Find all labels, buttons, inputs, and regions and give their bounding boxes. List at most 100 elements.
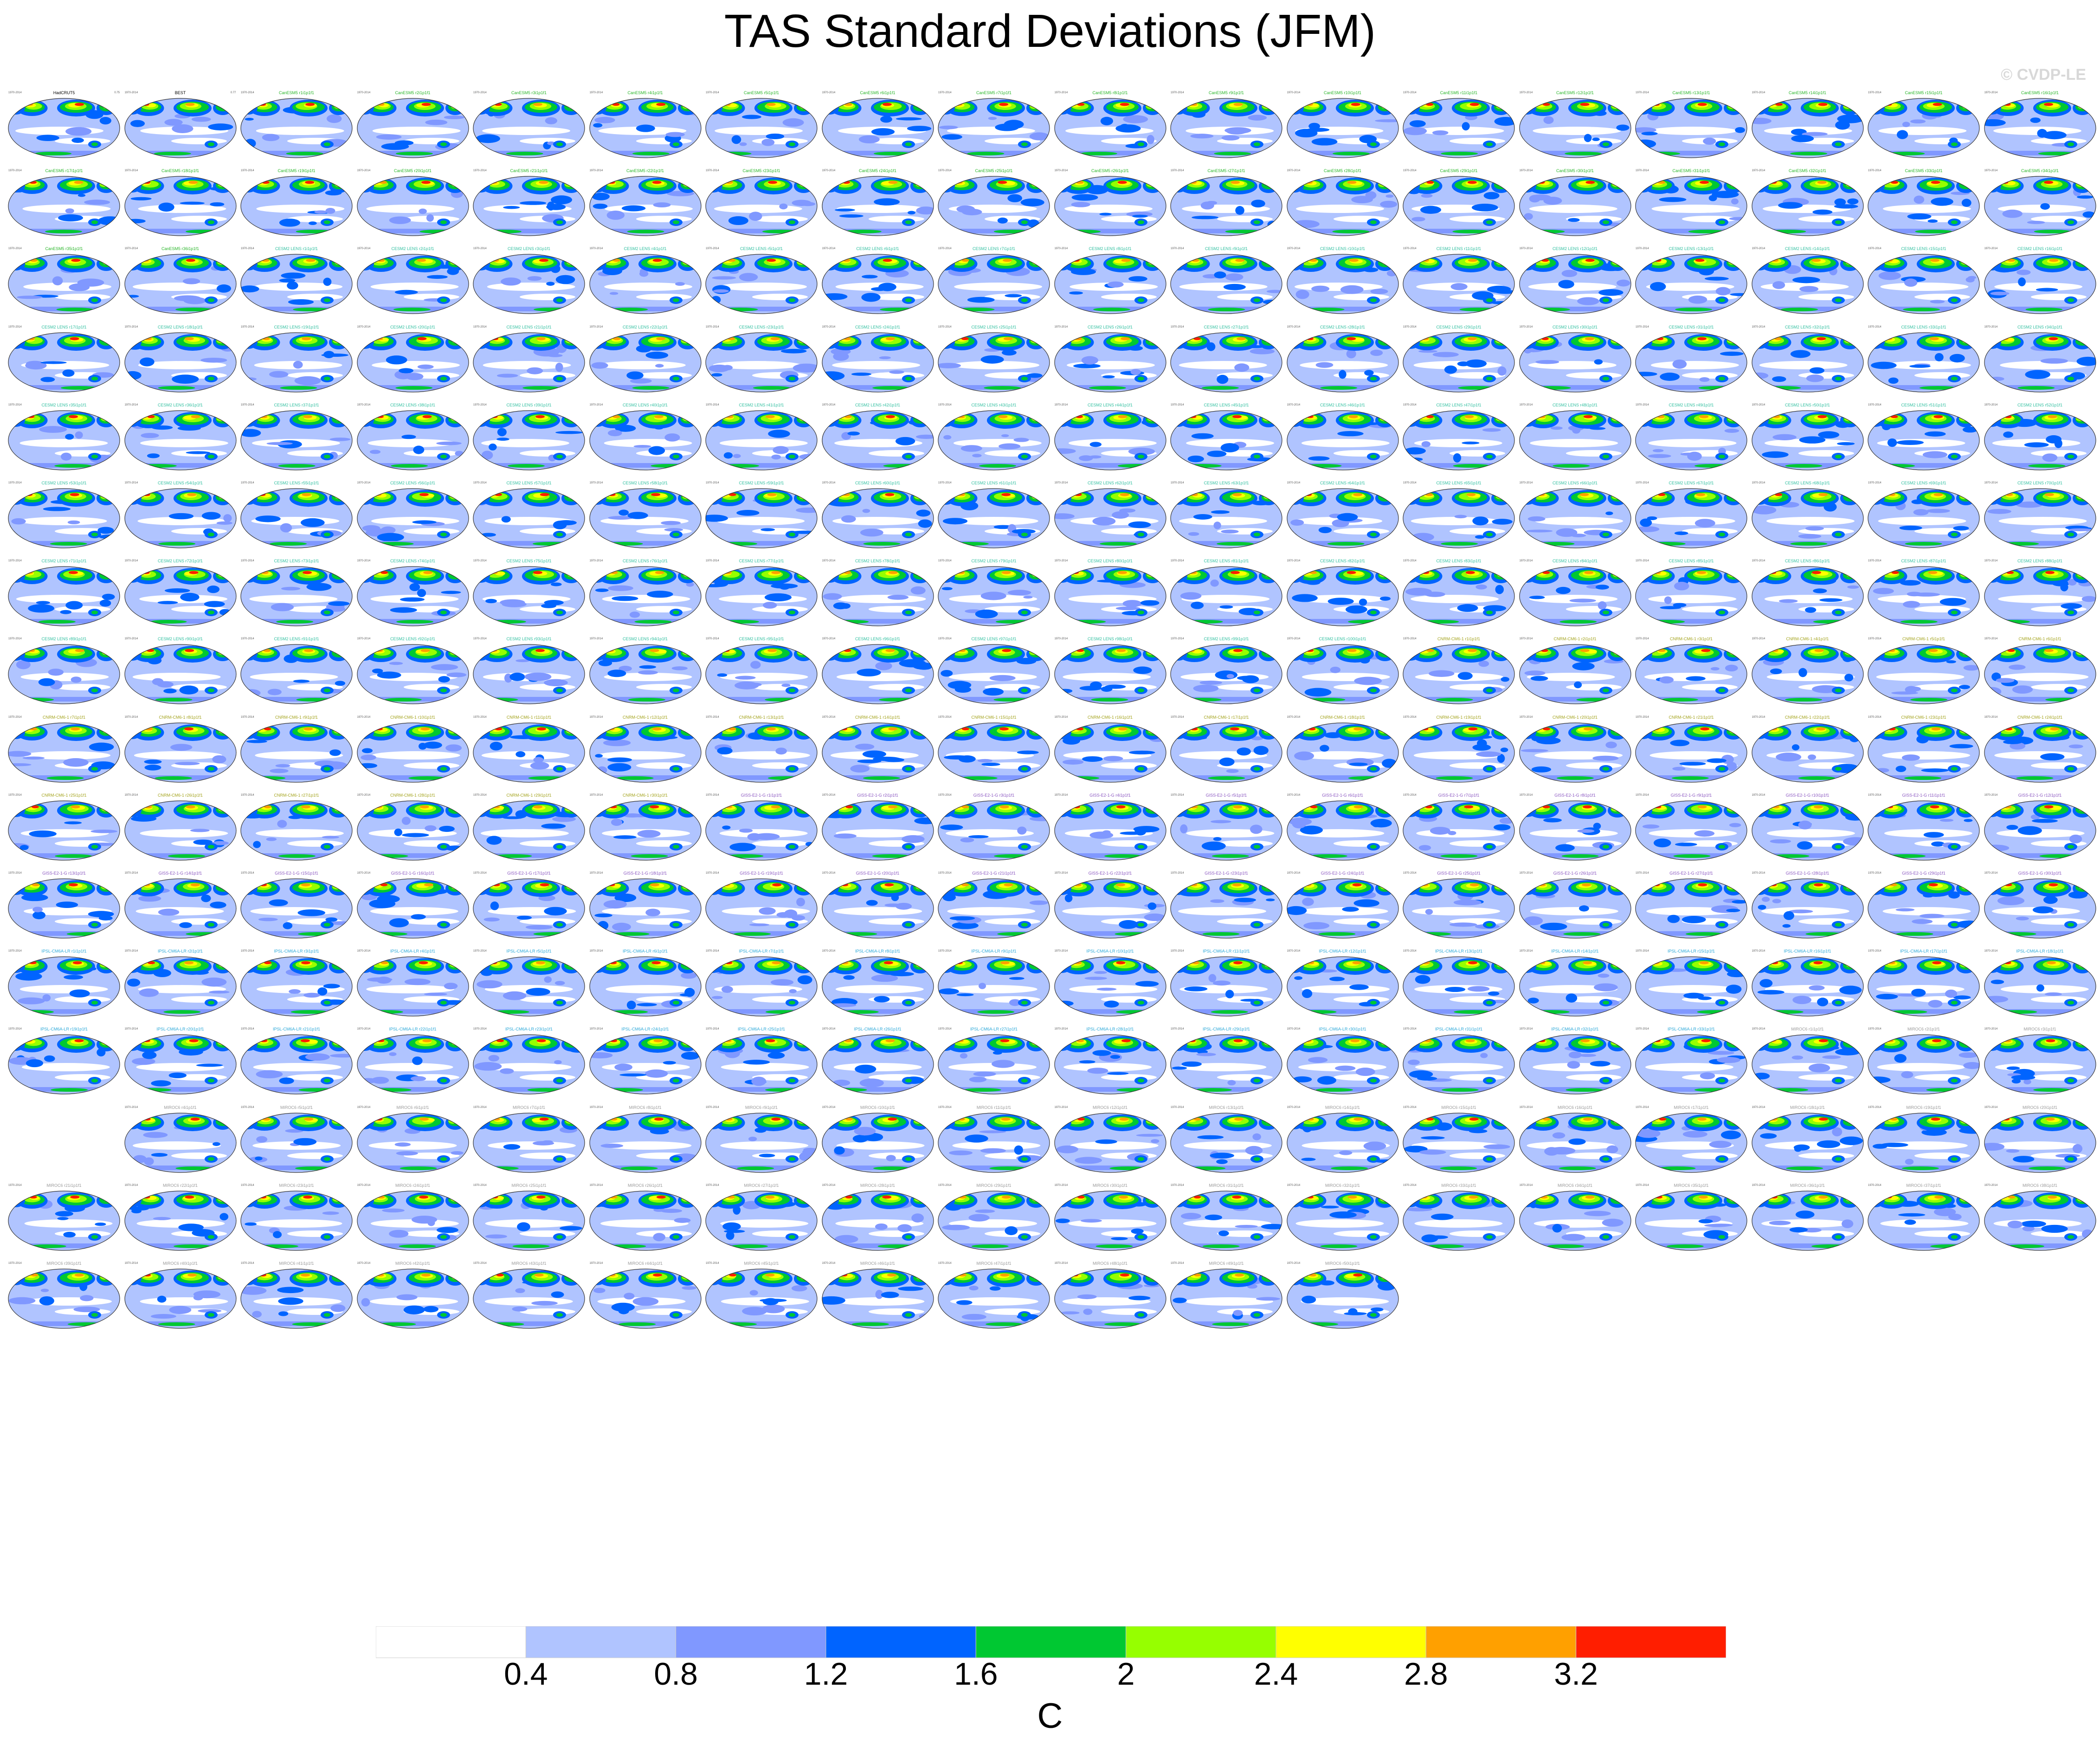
map-variability-patch [1561, 270, 1577, 277]
map-land-variability [1498, 494, 1504, 497]
map-variability-patch [11, 518, 26, 525]
map-variability-patch [1674, 531, 1688, 535]
map-land-variability [104, 572, 110, 575]
global-map [938, 254, 1050, 314]
map-land-variability [1033, 337, 1039, 341]
map-land-variability [1527, 493, 1532, 496]
map-land-variability [831, 103, 835, 106]
map-land-variability [106, 649, 110, 652]
map-land-variability [1847, 103, 1851, 106]
global-map [821, 254, 934, 314]
map-variability-patch [1462, 441, 1480, 444]
map-land-variability [2067, 533, 2074, 536]
map-variability-patch [592, 193, 610, 200]
map-variability-patch [771, 454, 781, 460]
map-land-variability [789, 376, 795, 380]
map-variability-patch [293, 680, 310, 683]
map-tropical-band [520, 372, 575, 379]
panel-title: CanESM5 r26i1p1f1 [1091, 168, 1129, 174]
map-land-variability [448, 181, 462, 190]
map-tropical-band [1997, 595, 2086, 604]
map-land-variability [479, 415, 483, 418]
map-land-variability [561, 101, 581, 115]
map-variability-patch [152, 678, 163, 686]
map-variability-patch [301, 518, 325, 527]
map-land-variability [1349, 258, 1359, 262]
map-variability-patch [412, 520, 437, 524]
panel-period: 1970-2014 [1752, 560, 1765, 563]
map-land-variability [1616, 181, 1622, 185]
panel-title: CESM2 LENS r74i1p1f1 [390, 559, 436, 564]
global-map [1519, 488, 1631, 548]
map-southern-patch [1208, 308, 1245, 312]
map-land-variability [1191, 493, 1198, 496]
map-variability-patch [1550, 426, 1563, 430]
panel-period: 1970-2014 [1752, 482, 1765, 484]
map-land-variability [680, 571, 695, 580]
map-panel: CanESM5 r12i1p1f1 1970-2014 [1518, 90, 1633, 160]
panel-title: CESM2 LENS r6i1p1f1 [856, 246, 899, 251]
map-variability-patch [245, 139, 256, 148]
map-land-variability [186, 258, 195, 262]
panel-mean-value: 0.75 [114, 91, 120, 94]
panel-period: 1970-2014 [1519, 247, 1533, 251]
map-tropical-band [371, 361, 460, 369]
map-land-variability [1021, 454, 1028, 458]
panel-title: CESM2 LENS r47i1p1f1 [1436, 402, 1482, 407]
panel-period: 1970-2014 [241, 325, 254, 328]
panel-period: 1970-2014 [1636, 482, 1649, 484]
map-land-variability [335, 415, 340, 418]
panel-period: 1970-2014 [357, 169, 371, 173]
map-panel: CESM2 LENS r34i1p1f1 1970-2014 [1983, 325, 2098, 394]
map-land-variability [1177, 571, 1181, 574]
map-land-variability [1153, 416, 1159, 419]
panel-period: 1970-2014 [124, 560, 138, 563]
map-variability-patch [1462, 122, 1470, 131]
map-southern-patch [634, 620, 671, 624]
panel-title: CESM2 LENS r14i1p1f1 [1784, 246, 1830, 251]
map-land-variability [1351, 103, 1360, 106]
map-land-variability [1491, 413, 1511, 427]
map-land-variability [1756, 338, 1765, 343]
map-land-variability [1145, 337, 1160, 346]
panel-title: CESM2 LENS r16i1p1f1 [2017, 246, 2063, 251]
map-southern-band [1519, 229, 1631, 234]
map-border [473, 254, 585, 314]
map-variability-patch [1004, 120, 1024, 129]
map-southern-patch [38, 620, 76, 624]
map-variability-patch [1897, 130, 1908, 139]
map-land-variability [827, 338, 836, 343]
map-land-variability [709, 415, 713, 418]
map-land-variability [245, 181, 250, 185]
map-land-variability [97, 491, 116, 505]
global-map [124, 332, 237, 393]
map-land-variability [789, 533, 795, 536]
map-variability-patch [766, 133, 785, 140]
map-southern-band [357, 229, 469, 234]
map-land-variability [905, 611, 912, 615]
panel-title: CanESM5 r16i1p1f1 [2021, 90, 2059, 95]
map-land-variability [943, 181, 947, 184]
panel-title: CESM2 LENS r55i1p1f1 [274, 481, 319, 485]
map-land-variability [958, 493, 966, 496]
map-land-variability [1724, 335, 1743, 349]
panel-period: 1970-2014 [1054, 482, 1068, 484]
map-variability-patch [834, 208, 855, 212]
global-map [1519, 332, 1631, 393]
map-land-variability [27, 649, 35, 652]
map-panel: CESM2 LENS r21i1p1f1 1970-2014 [471, 325, 586, 394]
map-variability-patch [546, 282, 555, 286]
map-land-variability [1989, 103, 1995, 107]
map-land-variability [221, 259, 227, 263]
map-variability-patch [1584, 134, 1591, 142]
map-land-variability [1059, 416, 1064, 419]
map-land-variability [105, 650, 111, 653]
global-map [1054, 488, 1166, 548]
global-map [356, 566, 469, 626]
map-variability-patch [255, 515, 281, 522]
map-land-variability [129, 259, 133, 262]
panel-title: BEST [174, 90, 186, 95]
map-variability-patch [962, 208, 982, 216]
map-panel: CESM2 LENS r93i1p1f1 1970-2014 [471, 637, 586, 706]
map-variability-patch [67, 520, 80, 524]
